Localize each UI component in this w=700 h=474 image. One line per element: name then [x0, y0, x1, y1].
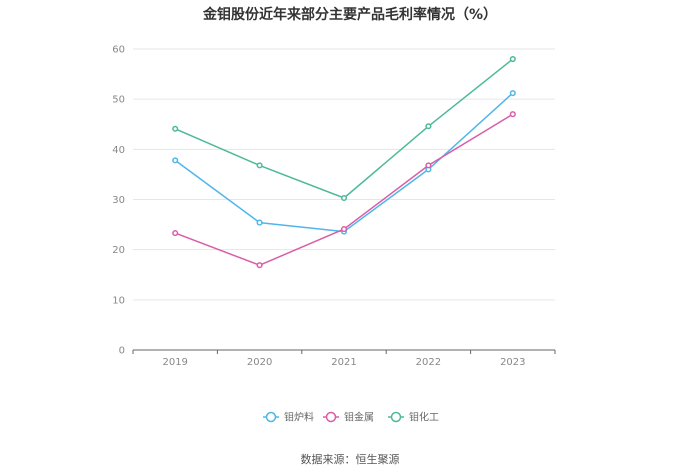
y-tick-label: 0 [119, 346, 125, 357]
y-tick-label: 20 [112, 245, 125, 256]
data-source-note: 数据来源：恒生聚源 [300, 453, 400, 466]
data-point [509, 90, 516, 97]
legend-marker-3 [390, 411, 402, 423]
y-tick-label: 40 [112, 145, 125, 156]
x-tick-label: 2021 [331, 357, 356, 368]
data-point [340, 194, 348, 202]
x-tick-label: 2023 [500, 357, 525, 368]
data-point [425, 162, 432, 169]
legend-label-1: 钼炉料 [284, 411, 314, 424]
x-tick-label: 2022 [416, 357, 441, 368]
x-tick-label: 2020 [247, 357, 272, 368]
series-line-1 [174, 92, 514, 233]
data-point [172, 125, 179, 132]
data-point [172, 157, 179, 164]
y-tick-label: 10 [112, 295, 125, 306]
series-line-3 [174, 58, 514, 199]
data-point [256, 262, 263, 269]
chart-title: 金钼股份近年来部分主要产品毛利率情况（%） [202, 7, 498, 23]
data-point [509, 111, 516, 118]
series-line-2 [174, 113, 514, 267]
legend-label-2: 钼金属 [344, 411, 374, 424]
y-tick-label: 60 [112, 45, 125, 56]
y-tick-label: 50 [112, 95, 125, 106]
data-point [256, 219, 263, 226]
x-tick-label: 2019 [162, 357, 187, 368]
data-point [340, 226, 348, 233]
y-tick-label: 30 [112, 195, 125, 206]
data-point [509, 55, 516, 63]
legend-marker-2 [325, 411, 337, 423]
legend-marker-1 [265, 411, 277, 423]
legend-label-3: 钼化工 [409, 411, 439, 424]
data-point [425, 123, 432, 130]
data-point [256, 162, 263, 169]
data-point [172, 230, 179, 237]
